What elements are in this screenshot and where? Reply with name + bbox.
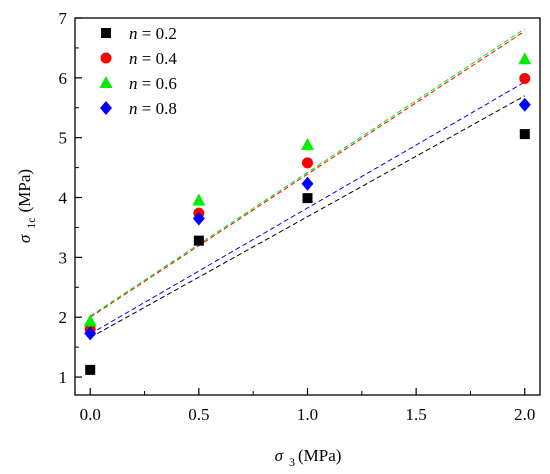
data-point (301, 176, 314, 191)
data-point (302, 193, 313, 204)
y-tick-label: 1 (59, 368, 68, 387)
data-point (193, 235, 204, 246)
legend-label: n = 0.4 (129, 49, 177, 68)
x-axis-label: σ 3 (MPa) (275, 446, 342, 469)
legend-label-value: = 0.2 (138, 24, 177, 43)
legend-label-variable: n (129, 99, 138, 118)
legend-label-variable: n (129, 49, 138, 68)
y-axis-symbol: σ (15, 234, 34, 243)
legend-marker (100, 101, 112, 115)
y-tick-label: 2 (59, 308, 68, 327)
y-axis: 1 2 3 4 5 6 7 (59, 9, 82, 387)
data-point (192, 211, 205, 226)
y-axis-label: σ 1c (MPa) (15, 169, 38, 243)
y-axis-subscript: 1c (24, 217, 38, 228)
legend-label: n = 0.2 (129, 24, 177, 43)
y-tick-label: 4 (59, 189, 68, 208)
x-axis-unit: (MPa) (298, 446, 341, 465)
x-axis-symbol: σ (275, 446, 284, 465)
y-tick-label: 3 (59, 248, 68, 267)
data-point (192, 193, 206, 206)
legend-label-value: = 0.8 (138, 99, 177, 118)
x-tick-label: 0.0 (80, 405, 101, 424)
x-axis: 0.0 0.5 1.0 1.5 2.0 (80, 388, 535, 424)
data-point (83, 314, 97, 327)
fit-line (89, 30, 526, 318)
data-point (519, 72, 531, 84)
fit-line (89, 81, 526, 335)
data-point (518, 97, 531, 112)
x-tick-label: 1.5 (406, 405, 427, 424)
fit-lines (89, 28, 526, 338)
y-axis-unit: (MPa) (15, 169, 34, 212)
legend: n = 0.2n = 0.4n = 0.6n = 0.8 (99, 24, 177, 118)
y-tick-label: 6 (59, 69, 68, 88)
data-point (85, 364, 96, 375)
y-tick-label: 5 (59, 129, 68, 148)
data-point (84, 326, 97, 341)
x-tick-label: 1.0 (297, 405, 318, 424)
x-tick-label: 0.5 (188, 405, 209, 424)
legend-label: n = 0.8 (129, 99, 177, 118)
legend-label-variable: n (129, 74, 138, 93)
x-axis-subscript: 3 (289, 455, 295, 469)
x-tick-label: 2.0 (514, 405, 535, 424)
data-point (302, 157, 313, 169)
data-markers (83, 52, 532, 375)
legend-label-value: = 0.4 (138, 49, 178, 68)
data-point (519, 129, 530, 140)
data-point (518, 52, 532, 65)
legend-marker (99, 76, 113, 88)
legend-label-variable: n (129, 24, 138, 43)
y-tick-label: 7 (59, 9, 68, 28)
legend-label-value: = 0.6 (138, 74, 177, 93)
legend-marker (100, 52, 112, 64)
fit-line (89, 95, 526, 338)
legend-label: n = 0.6 (129, 74, 177, 93)
legend-marker (101, 28, 111, 38)
fit-line (89, 28, 526, 317)
data-point (301, 137, 314, 150)
